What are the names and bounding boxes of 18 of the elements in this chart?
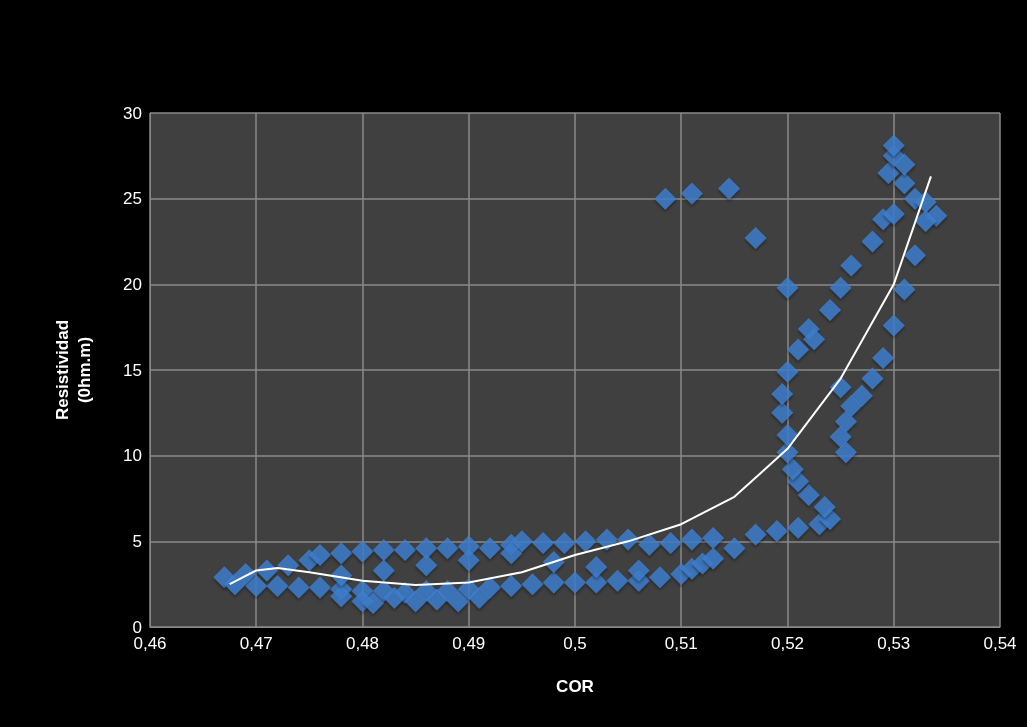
- y-tick-label: 15: [123, 360, 142, 380]
- x-tick-label: 0,47: [239, 634, 273, 653]
- y-tick-label: 25: [123, 189, 142, 209]
- y-tick-label: 30: [123, 103, 142, 123]
- x-tick-label: 0,5: [563, 634, 587, 653]
- x-tick-label: 0,52: [770, 634, 805, 653]
- x-tick-label: 0,49: [452, 634, 486, 653]
- x-tick-label: 0,53: [877, 634, 911, 653]
- y-tick-label: 10: [123, 446, 142, 466]
- x-tick-label: 0,51: [664, 634, 698, 653]
- y-axis-title: Resistividad (0hm.m): [52, 319, 94, 421]
- x-tick-label: 0,46: [133, 634, 167, 653]
- y-tick-label: 0: [132, 617, 142, 637]
- x-tick-label: 0,48: [345, 634, 380, 653]
- x-tick-label: 0,54: [983, 634, 1017, 653]
- y-tick-label: 20: [123, 274, 142, 294]
- y-tick-label: 5: [132, 531, 142, 551]
- x-axis-title: COR: [556, 676, 594, 696]
